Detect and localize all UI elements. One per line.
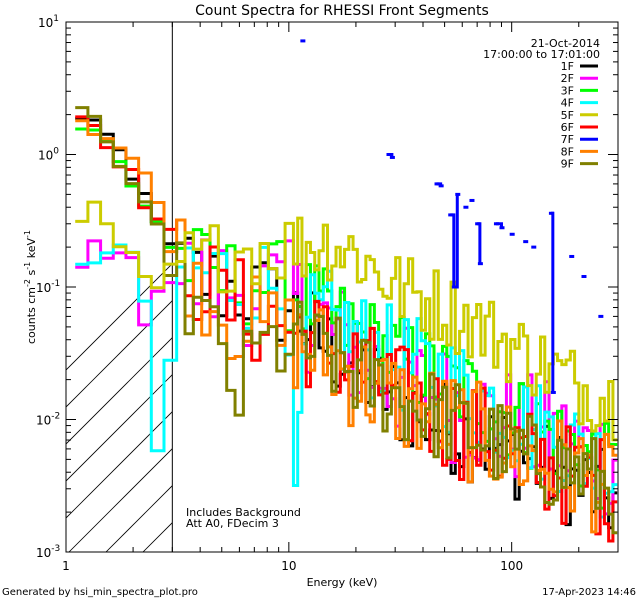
date-label: 21-Oct-2014 — [531, 37, 600, 50]
x-tick-label-100: 100 — [500, 559, 523, 573]
y-tick-label-1e0: 100 — [38, 147, 59, 163]
series-4F — [75, 243, 618, 519]
y-tick-exponent: 1 — [53, 14, 59, 24]
y-tick-label-1e-3: 10-3 — [36, 544, 60, 560]
footer-generated-by: Generated by hsi_min_spectra_plot.pro — [2, 587, 198, 598]
series-6F — [75, 115, 618, 543]
hatch-line — [66, 263, 173, 371]
y-axis-label-text: s — [25, 269, 38, 278]
series-9F — [75, 106, 618, 535]
annotation-attenuator: Att A0, FDecim 3 — [186, 517, 279, 530]
legend-label-8F: 8F — [561, 145, 574, 158]
hatch-line — [66, 411, 173, 519]
y-tick-base: 10 — [38, 149, 53, 163]
y-axis-label-sup: -2 — [23, 279, 32, 287]
series-5F-line — [75, 200, 618, 442]
series-5F — [75, 200, 618, 442]
legend-label-4F: 4F — [561, 97, 574, 110]
y-tick-exponent: -2 — [51, 412, 60, 422]
y-tick-exponent: -1 — [51, 279, 60, 289]
x-tick-label-10: 10 — [281, 559, 296, 573]
series-7F-segment — [450, 213, 456, 287]
series-layer — [75, 39, 618, 543]
series-7F-segment — [550, 211, 555, 393]
series-4F-line — [75, 243, 618, 519]
y-axis-label-text: keV — [25, 238, 38, 262]
y-tick-base: 10 — [36, 414, 51, 428]
legend-label-9F: 9F — [561, 158, 574, 171]
y-tick-base: 10 — [36, 281, 51, 295]
y-tick-label-1e-1: 10-1 — [36, 279, 60, 295]
series-7F-segment — [453, 194, 459, 289]
y-axis-label: counts cm-2 s-1 keV-1 — [23, 230, 38, 344]
y-tick-label-1e1: 101 — [38, 14, 59, 30]
series-7F-segment — [477, 222, 482, 264]
time-range-label: 17:00:00 to 17:01:00 — [483, 48, 600, 61]
series-6F-line — [75, 115, 618, 543]
x-axis-label: Energy (keV) — [307, 576, 378, 589]
hatch-line — [68, 448, 173, 552]
legend-label-1F: 1F — [561, 60, 574, 73]
hatch-line — [621, 0, 640, 592]
y-axis-label-sup: -1 — [23, 230, 32, 238]
series-7F — [300, 39, 604, 394]
y-axis-label-text: counts cm — [25, 287, 38, 344]
legend-label-6F: 6F — [561, 121, 574, 134]
y-tick-base: 10 — [36, 546, 51, 560]
legend-label-5F: 5F — [561, 109, 574, 122]
axis-ticks — [65, 22, 619, 553]
hatch-line — [105, 485, 173, 552]
footer-timestamp: 17-Apr-2023 14:46 — [542, 587, 636, 598]
y-tick-exponent: -3 — [51, 544, 60, 554]
y-tick-exponent: 0 — [53, 147, 59, 157]
y-tick-base: 10 — [38, 16, 53, 30]
series-9F-line — [75, 106, 618, 535]
x-tick-label-1: 1 — [62, 559, 70, 573]
annotation-background: Includes Background — [186, 506, 301, 519]
legend-label-2F: 2F — [561, 72, 574, 85]
legend-label-3F: 3F — [561, 84, 574, 97]
chart-title: Count Spectra for RHESSI Front Segments — [195, 3, 489, 19]
y-axis-label-sup: -1 — [23, 262, 32, 270]
legend-label-7F: 7F — [561, 133, 574, 146]
y-tick-label-1e-2: 10-2 — [36, 412, 60, 428]
